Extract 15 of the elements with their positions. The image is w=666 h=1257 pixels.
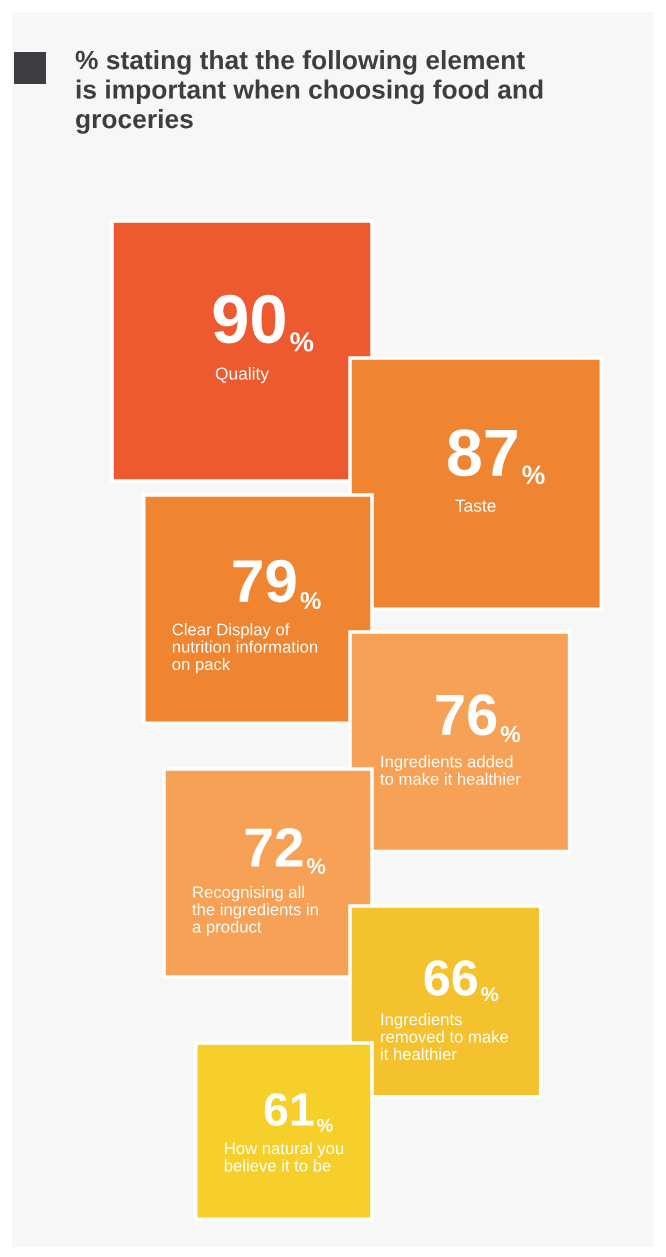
category-label: Recognising all the ingredients in a product bbox=[192, 885, 318, 937]
data-label: 72% bbox=[245, 828, 326, 874]
category-label: Quality bbox=[215, 366, 269, 384]
data-label: 90% bbox=[213, 294, 314, 352]
category-label: Clear Display of nutrition information on pack bbox=[172, 623, 318, 674]
data-label: 76% bbox=[436, 694, 521, 743]
category-label: How natural you believe it to be bbox=[224, 1141, 344, 1172]
category-label: Taste bbox=[455, 499, 496, 512]
data-label: 61% bbox=[264, 1093, 333, 1132]
data-label: 87% bbox=[448, 429, 545, 485]
data-label: 66% bbox=[424, 960, 499, 1002]
category-label: Ingredients added to make it healthier bbox=[380, 755, 521, 785]
text: % stating that the following element is important when choosing food and groceries bbox=[75, 50, 543, 134]
data-label: 79% bbox=[233, 559, 321, 609]
category-label: Ingredients removed to make it healthier bbox=[381, 1013, 509, 1060]
